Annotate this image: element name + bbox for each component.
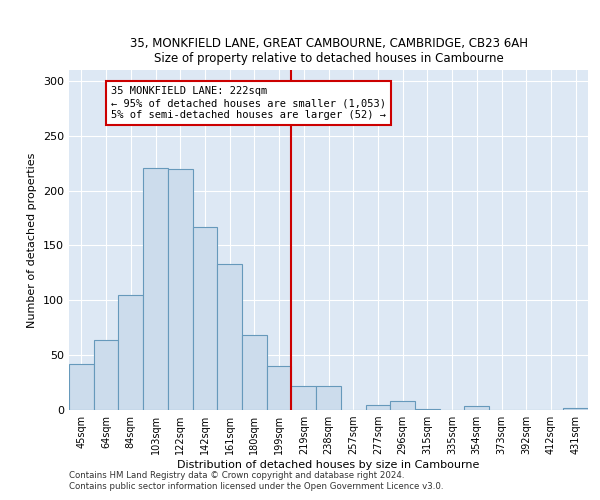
Bar — [464, 406, 489, 410]
Bar — [193, 227, 217, 410]
Bar — [316, 386, 341, 410]
Bar — [69, 364, 94, 410]
Bar — [118, 295, 143, 410]
Bar — [168, 168, 193, 410]
Bar — [242, 336, 267, 410]
Text: 35 MONKFIELD LANE: 222sqm
← 95% of detached houses are smaller (1,053)
5% of sem: 35 MONKFIELD LANE: 222sqm ← 95% of detac… — [111, 86, 386, 120]
Bar — [292, 386, 316, 410]
Text: Contains public sector information licensed under the Open Government Licence v3: Contains public sector information licen… — [69, 482, 443, 491]
Bar — [365, 404, 390, 410]
Title: 35, MONKFIELD LANE, GREAT CAMBOURNE, CAMBRIDGE, CB23 6AH
Size of property relati: 35, MONKFIELD LANE, GREAT CAMBOURNE, CAM… — [130, 36, 527, 64]
Y-axis label: Number of detached properties: Number of detached properties — [28, 152, 37, 328]
X-axis label: Distribution of detached houses by size in Cambourne: Distribution of detached houses by size … — [178, 460, 479, 470]
Bar — [415, 409, 440, 410]
Text: Contains HM Land Registry data © Crown copyright and database right 2024.: Contains HM Land Registry data © Crown c… — [69, 470, 404, 480]
Bar — [94, 340, 118, 410]
Bar — [267, 366, 292, 410]
Bar — [217, 264, 242, 410]
Bar — [563, 408, 588, 410]
Bar — [390, 401, 415, 410]
Bar — [143, 168, 168, 410]
